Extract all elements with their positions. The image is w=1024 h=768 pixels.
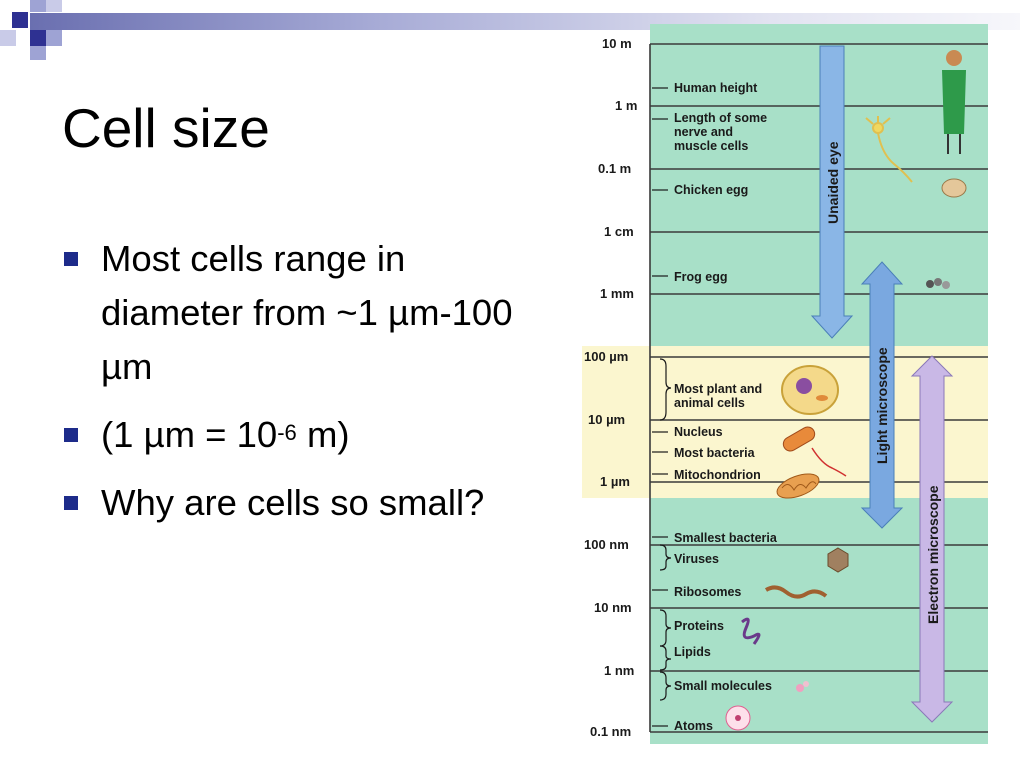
item-label: Ribosomes: [674, 585, 741, 599]
atom-icon: [725, 705, 751, 731]
corner-decoration: [0, 0, 80, 60]
item-braces: [659, 358, 672, 701]
item-label: Most bacteria: [674, 446, 756, 460]
frog-egg-icon: [926, 278, 950, 289]
light-microscope-label: Light microscope: [874, 347, 890, 464]
item-label: nerve and: [674, 125, 733, 139]
scale-label: 100 µm: [584, 349, 628, 364]
bullet-text-post: m): [296, 414, 350, 455]
bullet-item: (1 µm = 10-6 m): [64, 408, 554, 462]
human-figure-icon: [942, 50, 966, 154]
item-label: Length of some: [674, 111, 767, 125]
item-label: muscle cells: [674, 139, 748, 153]
item-label: Lipids: [674, 645, 711, 659]
item-label: Proteins: [674, 619, 724, 633]
item-label: Viruses: [674, 552, 719, 566]
neuron-icon: [865, 116, 913, 183]
size-scale-diagram: 10 m 1 m 0.1 m 1 cm 1 mm 100 µm 10 µm 1 …: [582, 24, 988, 744]
scale-label: 10 µm: [588, 412, 625, 427]
item-label: Smallest bacteria: [674, 531, 778, 545]
scale-label: 0.1 nm: [590, 724, 631, 739]
item-label: Mitochondrion: [674, 468, 761, 482]
item-label: Most plant and: [674, 382, 762, 396]
scale-label: 1 µm: [600, 474, 630, 489]
item-label: Small molecules: [674, 679, 772, 693]
bullet-text: Why are cells so small?: [101, 482, 485, 523]
scale-label: 100 nm: [584, 537, 629, 552]
square-bullet-icon: [64, 252, 78, 266]
light-microscope-arrow: Light microscope: [860, 261, 904, 529]
scale-label: 0.1 m: [598, 161, 631, 176]
bullet-item: Why are cells so small?: [64, 476, 554, 530]
square-bullet-icon: [64, 428, 78, 442]
unaided-eye-arrow: Unaided eye: [810, 45, 854, 339]
scale-label: 1 mm: [600, 286, 634, 301]
scale-label: 10 nm: [594, 600, 632, 615]
bullet-text: Most cells range in diameter from ~1 µm-…: [101, 238, 513, 387]
item-label: Atoms: [674, 719, 713, 733]
scale-label: 1 cm: [604, 224, 634, 239]
slide-title: Cell size: [62, 97, 270, 159]
small-molecule-icon: [796, 681, 809, 692]
size-scale-figure: 10 m 1 m 0.1 m 1 cm 1 mm 100 µm 10 µm 1 …: [582, 24, 992, 744]
scale-label: 1 m: [615, 98, 637, 113]
bullet-item: Most cells range in diameter from ~1 µm-…: [64, 232, 554, 394]
electron-microscope-label: Electron microscope: [925, 485, 941, 624]
bacterium-icon: [782, 426, 847, 477]
virus-icon: [827, 547, 849, 573]
unaided-eye-label: Unaided eye: [825, 141, 841, 224]
ribosome-icon: [764, 585, 828, 599]
item-label: Nucleus: [674, 425, 723, 439]
item-label: Frog egg: [674, 270, 727, 284]
bullet-text-pre: (1 µm = 10: [101, 414, 278, 455]
item-label: Chicken egg: [674, 183, 748, 197]
square-bullet-icon: [64, 496, 78, 510]
item-label: Human height: [674, 81, 758, 95]
chicken-egg-icon: [941, 178, 967, 198]
scale-label: 1 nm: [604, 663, 634, 678]
bullet-list: Most cells range in diameter from ~1 µm-…: [64, 232, 554, 544]
animal-cell-icon: [781, 365, 839, 415]
electron-microscope-arrow: Electron microscope: [910, 355, 954, 723]
protein-icon: [741, 617, 761, 645]
mitochondrion-icon: [776, 473, 820, 499]
item-label: animal cells: [674, 396, 745, 410]
item-leaders: [652, 87, 668, 727]
scale-label: 10 m: [602, 36, 632, 51]
bullet-exponent: -6: [277, 420, 297, 445]
